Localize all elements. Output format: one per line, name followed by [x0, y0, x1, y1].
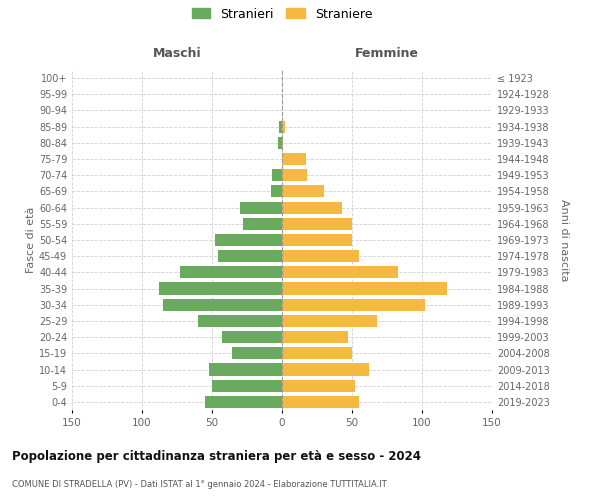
- Bar: [282, 202, 342, 213]
- Bar: [282, 364, 369, 376]
- Bar: [282, 137, 283, 149]
- Bar: [278, 137, 282, 149]
- Bar: [198, 315, 282, 327]
- Bar: [271, 186, 282, 198]
- Bar: [212, 380, 282, 392]
- Bar: [282, 282, 447, 294]
- Bar: [272, 169, 282, 181]
- Bar: [282, 396, 359, 408]
- Bar: [243, 218, 282, 230]
- Text: Popolazione per cittadinanza straniera per età e sesso - 2024: Popolazione per cittadinanza straniera p…: [12, 450, 421, 463]
- Text: Femmine: Femmine: [355, 47, 419, 60]
- Bar: [282, 153, 306, 165]
- Bar: [222, 331, 282, 343]
- Bar: [215, 234, 282, 246]
- Y-axis label: Anni di nascita: Anni di nascita: [559, 198, 569, 281]
- Bar: [282, 266, 398, 278]
- Bar: [282, 186, 324, 198]
- Bar: [282, 169, 307, 181]
- Bar: [232, 348, 282, 360]
- Bar: [282, 234, 352, 246]
- Bar: [163, 298, 282, 311]
- Legend: Stranieri, Straniere: Stranieri, Straniere: [187, 2, 377, 26]
- Bar: [205, 396, 282, 408]
- Bar: [282, 315, 377, 327]
- Bar: [282, 380, 355, 392]
- Bar: [282, 250, 359, 262]
- Bar: [180, 266, 282, 278]
- Bar: [240, 202, 282, 213]
- Text: Maschi: Maschi: [152, 47, 202, 60]
- Text: COMUNE DI STRADELLA (PV) - Dati ISTAT al 1° gennaio 2024 - Elaborazione TUTTITAL: COMUNE DI STRADELLA (PV) - Dati ISTAT al…: [12, 480, 387, 489]
- Bar: [282, 331, 348, 343]
- Y-axis label: Fasce di età: Fasce di età: [26, 207, 36, 273]
- Bar: [279, 120, 282, 132]
- Bar: [218, 250, 282, 262]
- Bar: [282, 218, 352, 230]
- Bar: [209, 364, 282, 376]
- Bar: [282, 120, 285, 132]
- Bar: [159, 282, 282, 294]
- Bar: [282, 298, 425, 311]
- Bar: [282, 348, 352, 360]
